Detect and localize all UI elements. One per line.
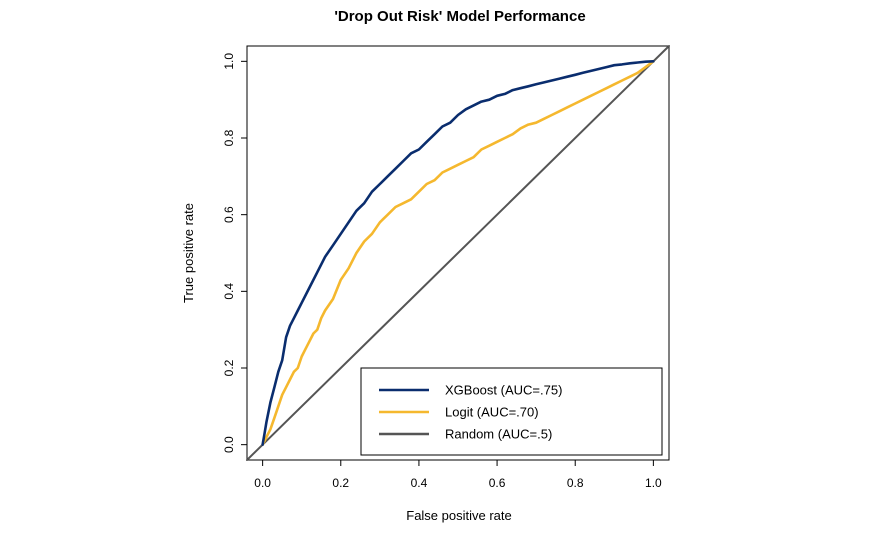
legend-label-xgboost: XGBoost (AUC=.75) <box>445 383 562 398</box>
x-tick-label: 1.0 <box>645 476 662 490</box>
chart-title: 'Drop Out Risk' Model Performance <box>334 8 585 25</box>
series-line-random <box>246 45 670 461</box>
x-tick-label: 0.6 <box>489 476 506 490</box>
x-tick-label: 0.0 <box>254 476 271 490</box>
x-tick-label: 0.2 <box>332 476 349 490</box>
y-tick-label: 1.0 <box>222 53 236 70</box>
x-axis-label: False positive rate <box>406 508 512 523</box>
y-axis-label: True positive rate <box>181 203 196 303</box>
legend-label-logit: Logit (AUC=.70) <box>445 405 539 420</box>
y-tick-label: 0.0 <box>222 436 236 453</box>
plot-frame <box>246 45 670 461</box>
y-tick-label: 0.8 <box>222 129 236 146</box>
y-tick-label: 0.6 <box>222 206 236 223</box>
x-tick-label: 0.8 <box>567 476 584 490</box>
series-line-logit <box>261 59 655 447</box>
ticks-layer: 0.0 0.2 0.4 0.6 0.8 1.0 0.0 0.2 0.4 0.6 0.8 1.0 <box>222 53 662 490</box>
y-tick-label: 0.2 <box>222 359 236 376</box>
x-tick-label: 0.4 <box>411 476 428 490</box>
series-layer <box>246 45 670 461</box>
legend: XGBoost (AUC=.75) Logit (AUC=.70) Random (… <box>360 367 663 456</box>
legend-label-random: Random (AUC=.5) <box>445 427 552 442</box>
y-tick-label: 0.4 <box>222 283 236 300</box>
series-line-xgboost <box>261 59 655 447</box>
